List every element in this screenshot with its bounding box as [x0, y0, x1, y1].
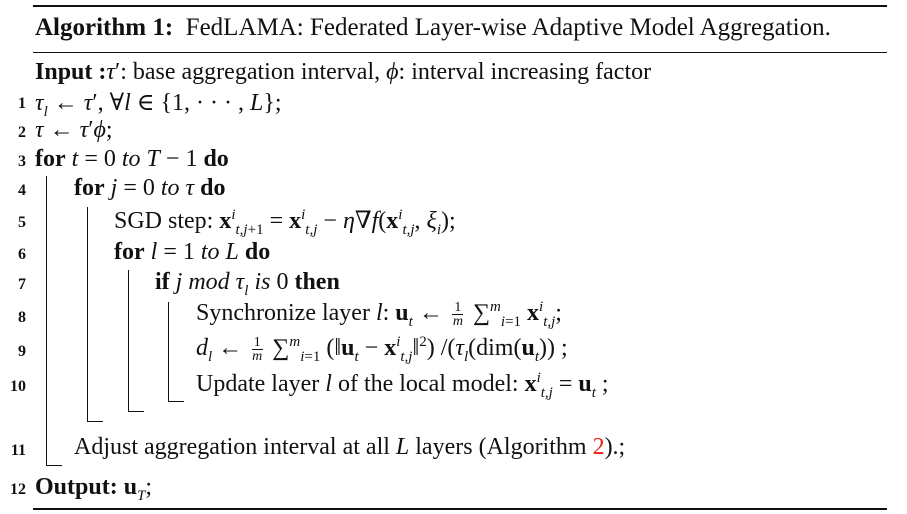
algo-line-1: τl ← τ′, ∀l ∈ {1, · · · , L};	[35, 90, 282, 120]
algo-line-4: for j = 0 to τ do	[74, 175, 226, 201]
algo-line-6: for l = 1 to L do	[114, 239, 271, 265]
input-label: Input :	[35, 59, 107, 85]
algo-line-7: if j mod τl is 0 then	[155, 269, 340, 299]
algo-line-3: for t = 0 to T − 1 do	[35, 146, 229, 172]
bottom-rule	[33, 508, 887, 510]
input-line: Input :τ′: base aggregation interval, ϕ:…	[35, 59, 652, 85]
if-block-foot	[168, 401, 184, 402]
caption-rule	[33, 52, 887, 53]
for-l-block-foot	[128, 411, 144, 412]
line-number-6: 6	[18, 246, 26, 263]
line-number-8: 8	[18, 309, 26, 326]
for-j-block-bar	[87, 207, 88, 422]
if-block-bar	[168, 302, 169, 402]
line-number-7: 7	[18, 276, 26, 293]
for-j-block-foot	[87, 421, 103, 422]
top-rule	[33, 5, 887, 7]
algo-line-5: SGD step: xit,j+1 = xit,j − η∇f(xit,j, ξ…	[114, 207, 456, 238]
for-l-block-bar	[128, 270, 129, 412]
line-number-10: 10	[10, 378, 26, 395]
line-number-5: 5	[18, 214, 26, 231]
line-number-9: 9	[18, 343, 26, 360]
algorithm-caption: Algorithm 1: FedLAMA: Federated Layer-wi…	[35, 14, 831, 42]
line-number-12: 12	[10, 481, 26, 498]
algo-line-2: τ ← τ′ϕ;	[35, 117, 113, 143]
for-t-block-foot	[46, 465, 62, 466]
line-number-4: 4	[18, 182, 26, 199]
algo-line-10: Update layer l of the local model: xit,j…	[196, 370, 609, 401]
line-number-3: 3	[18, 153, 26, 170]
algorithm-reference-link[interactable]: 2	[592, 434, 605, 460]
algo-line-12: Output: uT;	[35, 474, 153, 504]
algo-line-11: Adjust aggregation interval at all L lay…	[74, 434, 626, 460]
algorithm-label: Algorithm 1:	[35, 14, 174, 41]
line-number-11: 11	[10, 442, 26, 459]
line-number-1: 1	[18, 95, 26, 112]
for-t-block-bar	[46, 176, 47, 466]
line-number-2: 2	[18, 124, 26, 141]
algorithm-title: FedLAMA: Federated Layer-wise Adaptive M…	[185, 14, 831, 41]
